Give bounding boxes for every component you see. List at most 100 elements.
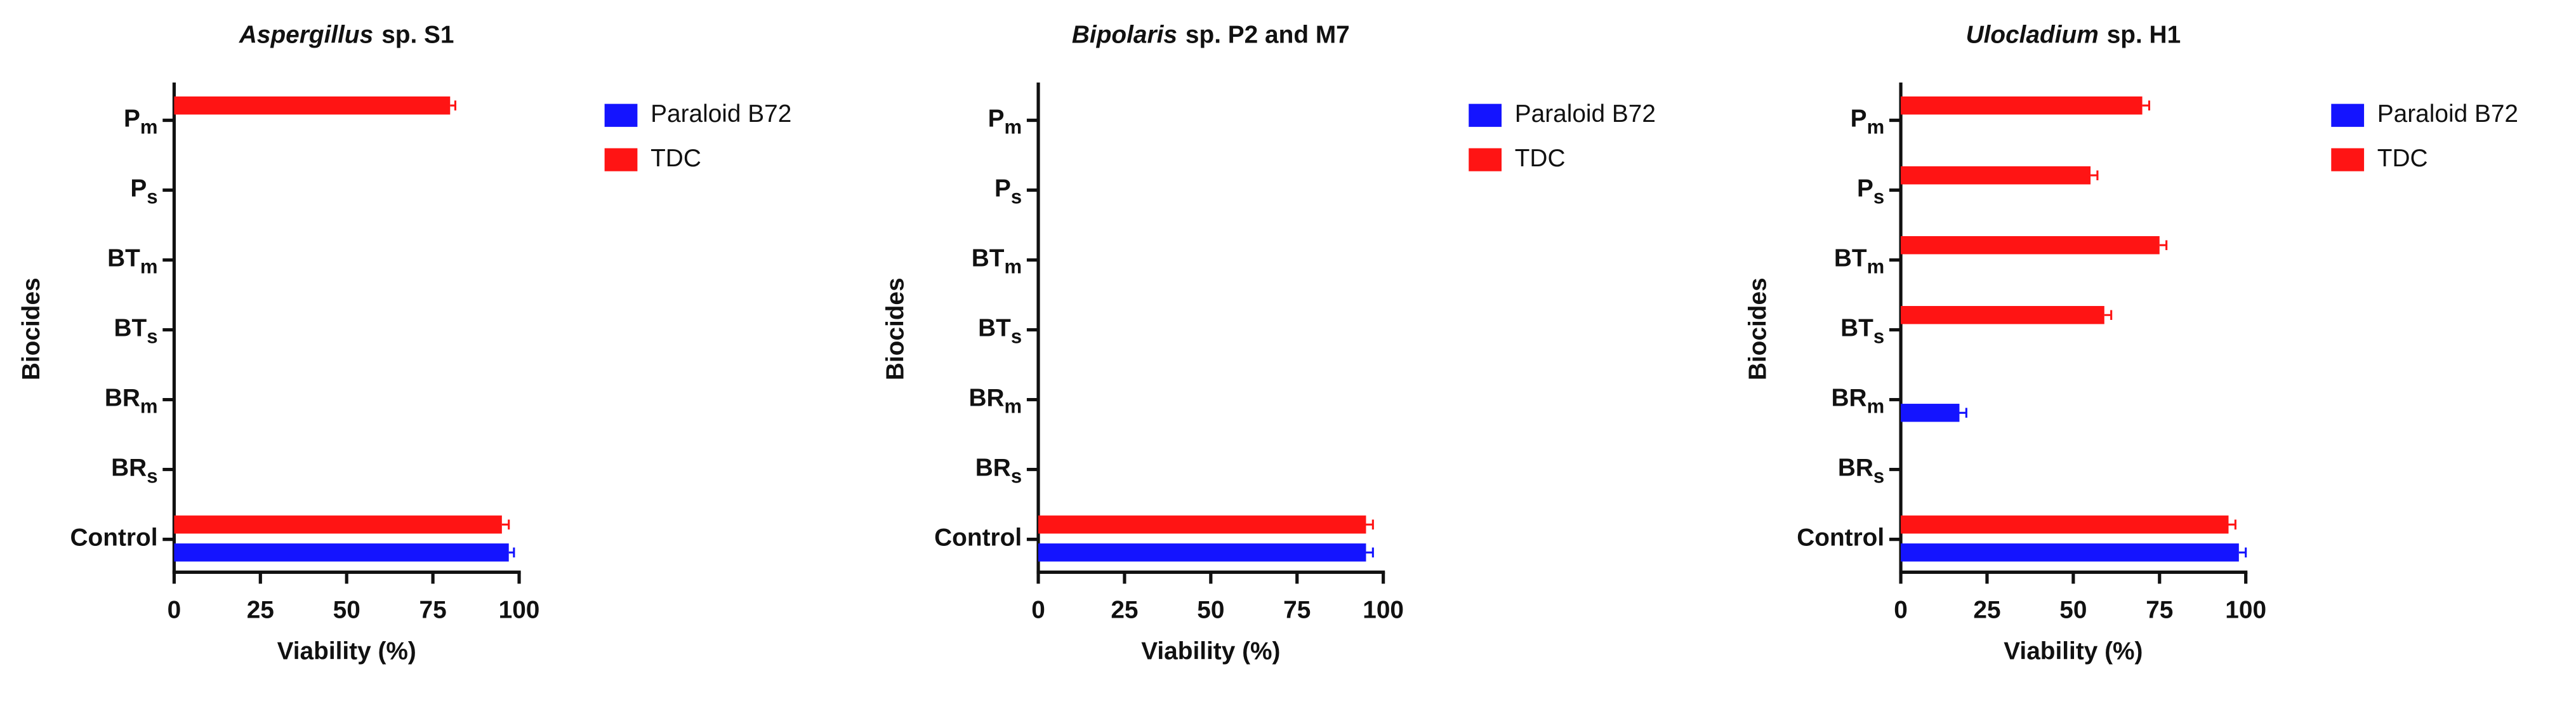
chart-title: Aspergillus sp. S1 — [239, 22, 454, 49]
category-subscript: m — [1005, 116, 1022, 138]
y-tick-label: BRm — [1832, 385, 1885, 418]
x-tick-label: 50 — [1197, 597, 1224, 624]
legend-label: TDC — [651, 145, 701, 172]
panel: Bipolaris sp. P2 and M7 0 25 50 75 100 Viabilit… — [882, 22, 1656, 665]
y-tick-label: Control — [934, 524, 1022, 552]
category-subscript: m — [1867, 256, 1885, 278]
x-tick-label: 0 — [1894, 597, 1908, 624]
title-genus: Bipolaris — [1072, 22, 1177, 49]
y-tick-label: Ps — [130, 175, 157, 208]
x-tick-label: 100 — [2225, 597, 2266, 624]
title-genus: Ulocladium — [1966, 22, 2099, 49]
category-label: BT — [1840, 315, 1873, 342]
bar — [1038, 543, 1366, 562]
y-tick-label: Pm — [124, 105, 158, 138]
category-subscript: s — [1011, 465, 1022, 488]
legend-swatch — [604, 103, 638, 127]
category-subscript: s — [147, 465, 157, 488]
bar — [1901, 404, 1960, 422]
legend-label: Paraloid B72 — [651, 100, 791, 128]
y-tick-label: BRs — [111, 455, 157, 488]
legend-label: Paraloid B72 — [1515, 100, 1656, 128]
category-label: BR — [975, 455, 1011, 482]
category-label: Control — [1797, 524, 1884, 552]
category-subscript: m — [1867, 116, 1885, 138]
category-subscript: m — [1005, 256, 1022, 278]
bar — [1901, 306, 2104, 324]
bar — [174, 543, 509, 562]
x-tick-label: 50 — [333, 597, 360, 624]
x-tick-label: 100 — [499, 597, 540, 624]
error-bar — [2238, 547, 2247, 558]
category-label: P — [994, 175, 1011, 203]
category-subscript: m — [140, 395, 158, 418]
category-label: P — [124, 105, 140, 133]
error-bar — [2228, 519, 2236, 530]
y-tick-label: Pm — [1851, 105, 1885, 138]
category-label: Control — [934, 524, 1022, 552]
title-genus: Aspergillus — [239, 22, 373, 49]
x-axis-label: Viability (%) — [2004, 637, 2143, 665]
x-tick-label: 25 — [247, 597, 274, 624]
x-tick-label: 25 — [1973, 597, 2000, 624]
y-tick-label: BRm — [105, 385, 158, 418]
title-rest: sp. P2 and M7 — [1186, 22, 1350, 49]
category-label: BR — [111, 455, 147, 482]
category-label: Control — [70, 524, 158, 552]
panel: Aspergillus sp. S1 0 25 50 75 100 Viability (%)… — [18, 22, 791, 665]
chart-title: Ulocladium sp. H1 — [1966, 22, 2181, 49]
legend-swatch — [2331, 103, 2365, 127]
category-subscript: s — [147, 326, 157, 348]
category-subscript: s — [1873, 465, 1884, 488]
error-bar — [2142, 100, 2151, 110]
bar — [1901, 515, 2229, 534]
category-label: BT — [1834, 245, 1867, 272]
category-label: BR — [968, 385, 1004, 412]
error-bar — [1366, 547, 1374, 558]
category-subscript: m — [1867, 395, 1885, 418]
y-tick-label: BTm — [1834, 245, 1884, 278]
error-bar — [508, 547, 515, 558]
y-tick-label: BTs — [1840, 315, 1884, 348]
y-tick-label: BTs — [978, 315, 1022, 348]
y-tick-label: BRs — [1838, 455, 1884, 488]
bar — [1901, 543, 2239, 562]
category-subscript: s — [147, 186, 157, 208]
x-tick-label: 75 — [2146, 597, 2173, 624]
error-bar — [2104, 310, 2113, 321]
x-tick-label: 75 — [419, 597, 447, 624]
chart-title: Bipolaris sp. P2 and M7 — [1072, 22, 1350, 49]
legend-label: Paraloid B72 — [2377, 100, 2518, 128]
error-bar — [501, 519, 510, 530]
category-label: P — [988, 105, 1005, 133]
category-subscript: m — [140, 256, 158, 278]
bar — [1901, 166, 2091, 185]
bar — [1038, 515, 1366, 534]
category-label: BT — [972, 245, 1005, 272]
bar — [174, 515, 502, 534]
category-label: P — [1857, 175, 1873, 203]
category-label: BT — [114, 315, 147, 342]
x-tick-label: 25 — [1111, 597, 1138, 624]
category-subscript: s — [1011, 326, 1022, 348]
legend-swatch — [2331, 148, 2365, 171]
x-tick-label: 0 — [168, 597, 182, 624]
x-axis-label: Viability (%) — [1141, 637, 1280, 665]
bar — [1901, 96, 2143, 115]
y-tick-label: Ps — [1857, 175, 1884, 208]
legend-label: TDC — [2377, 145, 2428, 172]
legend-swatch — [604, 148, 638, 171]
y-tick-label: BRm — [968, 385, 1022, 418]
y-tick-label: Control — [1797, 524, 1884, 552]
error-bar — [2159, 240, 2168, 251]
category-label: BR — [105, 385, 140, 412]
error-bar — [1366, 519, 1374, 530]
category-subscript: s — [1873, 326, 1884, 348]
x-tick-label: 0 — [1031, 597, 1045, 624]
category-label: P — [130, 175, 147, 203]
x-tick-label: 50 — [2059, 597, 2087, 624]
category-subscript: m — [140, 116, 158, 138]
category-subscript: s — [1011, 186, 1022, 208]
error-bar — [1959, 408, 1967, 418]
